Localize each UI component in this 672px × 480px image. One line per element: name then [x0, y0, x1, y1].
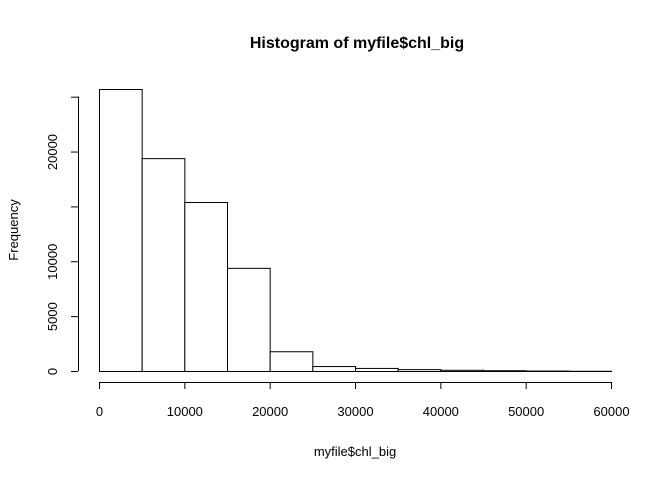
x-axis-label: myfile$chl_big: [314, 444, 396, 459]
histogram-bar: [141, 158, 186, 372]
histogram-bar: [99, 89, 143, 372]
histogram-bar: [483, 370, 527, 373]
histogram-bar: [227, 267, 271, 372]
x-tick-label: 10000: [167, 404, 203, 419]
y-tick-label: 5000: [45, 302, 60, 331]
histogram-bar: [269, 351, 314, 372]
x-tick-label: 30000: [337, 404, 373, 419]
y-tick-label: 20000: [45, 134, 60, 170]
histogram-bar: [397, 369, 442, 373]
histogram-bars: [99, 89, 613, 373]
chart-title: Histogram of myfile$chl_big: [250, 35, 464, 52]
histogram-bar: [184, 202, 228, 372]
histogram-bar: [440, 369, 484, 373]
x-axis: 0 10000 20000 30000 40000 50000 60000: [96, 382, 630, 419]
histogram-bar: [312, 366, 356, 372]
y-tick-label: 10000: [45, 244, 60, 280]
x-tick-label: 50000: [508, 404, 544, 419]
x-tick-label: 60000: [593, 404, 629, 419]
x-tick-label: 0: [96, 404, 103, 419]
y-axis-label: Frequency: [6, 199, 21, 261]
x-tick-label: 20000: [252, 404, 288, 419]
x-tick-label: 40000: [423, 404, 459, 419]
histogram-bar: [355, 367, 399, 372]
y-axis: 0 5000 10000 20000: [45, 96, 79, 375]
y-tick-label: 0: [45, 368, 60, 375]
